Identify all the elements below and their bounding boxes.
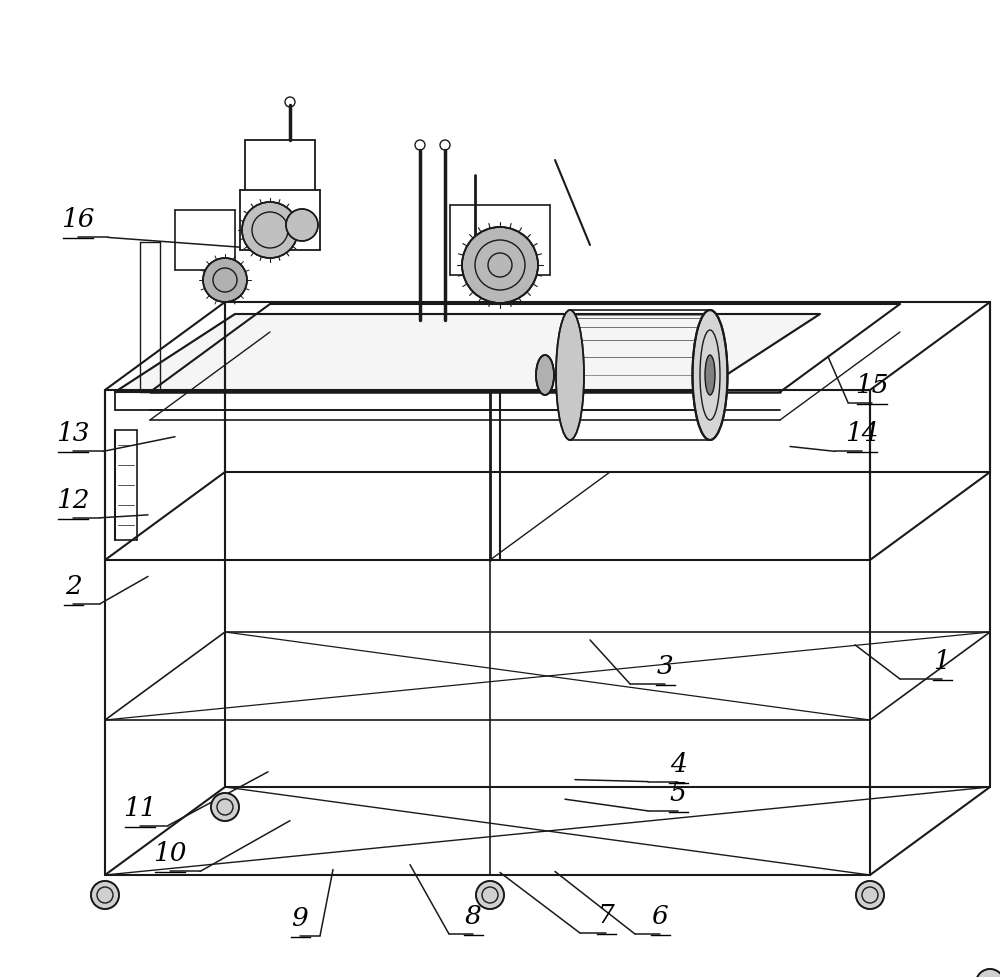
Text: 8: 8 (465, 904, 481, 929)
Ellipse shape (556, 310, 584, 440)
Text: 16: 16 (61, 207, 95, 233)
Text: 6: 6 (652, 904, 668, 929)
Circle shape (856, 881, 884, 909)
Circle shape (462, 227, 538, 303)
Text: 14: 14 (845, 421, 879, 446)
Text: 10: 10 (153, 841, 187, 867)
Text: 12: 12 (56, 488, 90, 513)
Text: 1: 1 (934, 649, 950, 674)
Text: 15: 15 (855, 372, 889, 398)
Circle shape (476, 881, 504, 909)
Polygon shape (115, 314, 820, 392)
Circle shape (286, 209, 318, 241)
Circle shape (242, 202, 298, 258)
Text: 2: 2 (65, 573, 81, 599)
Text: 11: 11 (123, 795, 157, 821)
Ellipse shape (536, 355, 554, 395)
Ellipse shape (705, 355, 715, 395)
Circle shape (976, 969, 1000, 977)
Ellipse shape (692, 310, 728, 440)
Text: 4: 4 (670, 751, 686, 777)
Text: 13: 13 (56, 421, 90, 446)
Text: 9: 9 (292, 906, 308, 931)
Text: 5: 5 (670, 781, 686, 806)
Circle shape (211, 793, 239, 821)
Circle shape (203, 258, 247, 302)
Text: 3: 3 (657, 654, 673, 679)
Circle shape (91, 881, 119, 909)
Text: 7: 7 (598, 903, 614, 928)
